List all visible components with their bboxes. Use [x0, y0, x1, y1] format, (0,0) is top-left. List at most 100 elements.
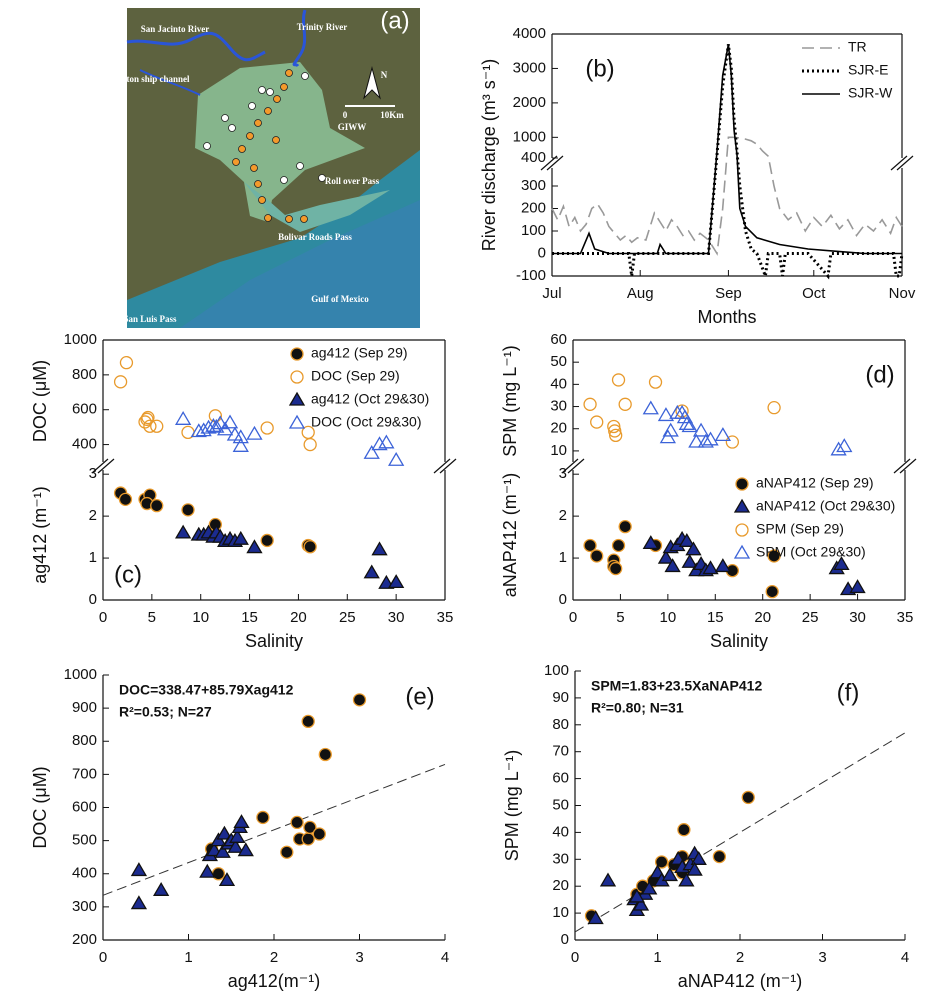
x-tick-label: 20: [754, 609, 771, 626]
y-axis-label: DOC (μM): [30, 766, 50, 848]
y-tick-label: -100: [516, 267, 546, 284]
panel-label: (b): [585, 55, 614, 82]
circle-point: [120, 357, 132, 369]
circle-point: [766, 586, 778, 598]
legend-label: TR: [848, 39, 867, 55]
figure: (a)San Jacinto RiverTrinity RiverHouston…: [0, 0, 927, 991]
map-place-label: Trinity River: [297, 22, 348, 32]
y-tick-label: 2: [89, 507, 97, 524]
x-tick-label: 30: [849, 609, 866, 626]
legend-label: aNAP412 (Sep 29): [756, 475, 874, 491]
y-tick-label: 60: [552, 770, 569, 787]
x-tick-label: 10: [192, 609, 209, 626]
circle-point: [302, 833, 314, 845]
y-tick-label: 800: [72, 732, 97, 749]
panel-label: (e): [405, 683, 434, 710]
annotation: R²=0.53; N=27: [119, 704, 212, 720]
circle-point: [281, 846, 293, 858]
y-axis-label: SPM (mg L⁻¹): [502, 750, 522, 862]
triangle-point: [290, 393, 304, 405]
y-tick-label: 1: [89, 549, 97, 566]
north-label: N: [381, 70, 388, 80]
circle-point: [261, 534, 273, 546]
triangle-point: [389, 453, 403, 465]
page: (a)San Jacinto RiverTrinity RiverHouston…: [0, 0, 927, 991]
y-axis-label: aNAP412 (m⁻¹): [500, 473, 520, 598]
triangle-point: [601, 874, 615, 886]
scale-label: 0: [343, 110, 348, 120]
x-tick-label: Sep: [715, 285, 742, 302]
line-series: [552, 137, 902, 253]
circle-point: [115, 376, 127, 388]
y-tick-label: 40: [552, 823, 569, 840]
circle-point: [619, 521, 631, 533]
y-tick-label: 30: [550, 398, 567, 415]
x-tick-label: 0: [571, 949, 579, 966]
x-tick-label: Oct: [802, 285, 826, 302]
triangle-point: [689, 435, 703, 447]
circle-point: [591, 550, 603, 562]
x-tick-label: 20: [290, 609, 307, 626]
legend-label: DOC (Sep 29): [311, 368, 400, 384]
y-tick-label: 0: [538, 244, 546, 261]
fit-line: [575, 733, 905, 932]
triangle-point: [132, 897, 146, 909]
x-tick-label: 25: [339, 609, 356, 626]
legend-label: ag412 (Sep 29): [311, 345, 408, 361]
x-tick-label: 5: [616, 609, 624, 626]
map-place-label: Houston ship channel: [106, 74, 190, 84]
triangle-point: [132, 863, 146, 875]
y-tick-label: 3: [559, 465, 567, 482]
circle-point: [182, 504, 194, 516]
map-panel: [127, 8, 420, 328]
x-tick-label: 35: [897, 609, 914, 626]
y-tick-label: 3000: [513, 59, 546, 76]
x-tick-label: 0: [569, 609, 577, 626]
triangle-point: [235, 815, 249, 827]
triangle-point: [735, 546, 749, 558]
scale-label: 10Km: [380, 110, 404, 120]
circle-point: [591, 416, 603, 428]
y-tick-label: 3: [89, 465, 97, 482]
map-place-label: San Luis Pass: [123, 314, 177, 324]
circle-point: [613, 374, 625, 386]
map-place-label: Gulf of Mexico: [311, 294, 369, 304]
legend-label: SPM (Sep 29): [756, 521, 844, 537]
triangle-point: [247, 427, 261, 439]
y-tick-label: 300: [521, 177, 546, 194]
circle-point: [209, 410, 221, 422]
triangle-point: [851, 580, 865, 592]
triangle-point: [176, 526, 190, 538]
triangle-point: [234, 431, 248, 443]
circle-point: [650, 376, 662, 388]
y-tick-label: 0: [89, 591, 97, 608]
circle-point: [742, 791, 754, 803]
circle-point: [212, 868, 224, 880]
circle-point: [304, 541, 316, 553]
triangle-point: [644, 402, 658, 414]
triangle-point: [735, 500, 749, 512]
circle-point: [768, 402, 780, 414]
y-tick-label: 300: [72, 898, 97, 915]
map-place-label: Bolivar Roads Pass: [278, 232, 352, 242]
y-tick-label: 0: [561, 931, 569, 948]
panel-label: (d): [865, 361, 894, 388]
y-axis-label: SPM (mg L⁻¹): [500, 345, 520, 457]
x-tick-label: 1: [653, 949, 661, 966]
y-tick-label: 100: [544, 662, 569, 679]
y-tick-label: 2000: [513, 94, 546, 111]
y-tick-label: 400: [72, 436, 97, 453]
circle-point: [713, 851, 725, 863]
triangle-point: [290, 416, 304, 428]
x-tick-label: Aug: [627, 285, 654, 302]
y-axis-label: ag412 (m⁻¹): [30, 486, 50, 584]
y-tick-label: 20: [552, 877, 569, 894]
x-tick-label: 1: [184, 949, 192, 966]
y-tick-label: 1000: [64, 331, 97, 348]
y-tick-label: 1000: [513, 128, 546, 145]
y-tick-label: 500: [72, 832, 97, 849]
x-tick-label: Jul: [542, 285, 561, 302]
triangle-point: [234, 439, 248, 451]
x-tick-label: 30: [388, 609, 405, 626]
y-tick-label: 700: [72, 765, 97, 782]
